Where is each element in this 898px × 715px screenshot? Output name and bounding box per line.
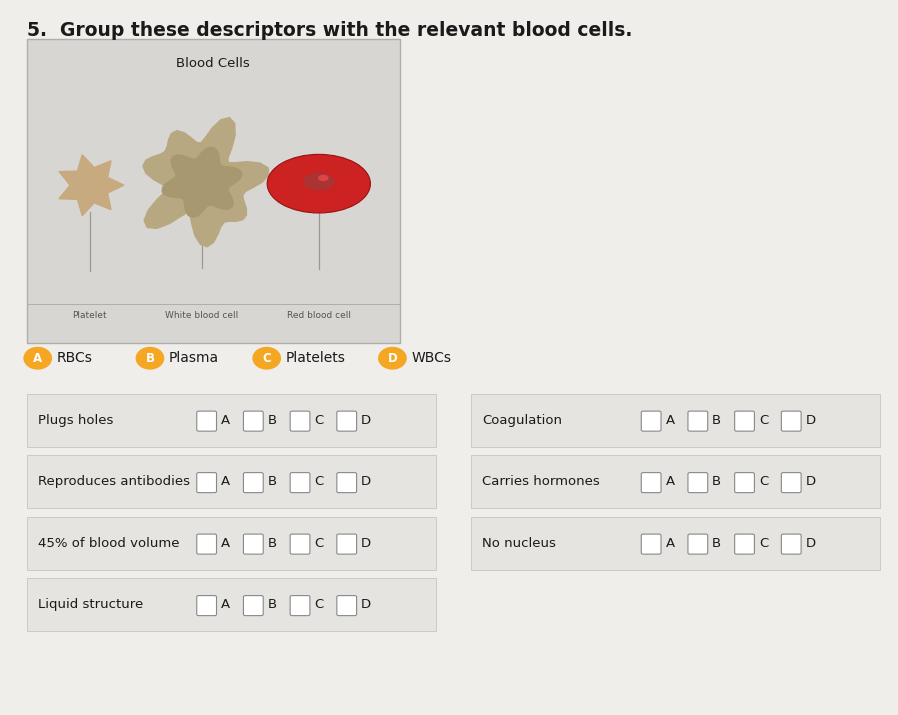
- Text: No nucleus: No nucleus: [482, 537, 556, 550]
- Polygon shape: [59, 154, 124, 216]
- Text: A: A: [33, 352, 42, 365]
- FancyBboxPatch shape: [243, 534, 263, 554]
- Text: B: B: [712, 537, 721, 550]
- Text: 45% of blood volume: 45% of blood volume: [38, 537, 180, 550]
- Text: White blood cell: White blood cell: [165, 311, 239, 320]
- Text: B: B: [268, 475, 277, 488]
- Text: C: C: [759, 414, 768, 427]
- Text: C: C: [314, 414, 323, 427]
- Text: Plasma: Plasma: [169, 351, 219, 365]
- FancyBboxPatch shape: [781, 473, 801, 493]
- Text: B: B: [268, 598, 277, 611]
- Text: A: A: [221, 475, 230, 488]
- FancyBboxPatch shape: [337, 411, 357, 431]
- FancyBboxPatch shape: [688, 473, 708, 493]
- Text: A: A: [221, 598, 230, 611]
- Text: D: D: [806, 475, 815, 488]
- Text: A: A: [665, 475, 674, 488]
- FancyBboxPatch shape: [290, 596, 310, 616]
- FancyBboxPatch shape: [337, 473, 357, 493]
- Text: B: B: [712, 414, 721, 427]
- Text: Carries hormones: Carries hormones: [482, 475, 600, 488]
- Text: C: C: [314, 475, 323, 488]
- Text: A: A: [221, 537, 230, 550]
- Text: D: D: [806, 537, 815, 550]
- FancyBboxPatch shape: [781, 534, 801, 554]
- FancyBboxPatch shape: [471, 517, 880, 570]
- FancyBboxPatch shape: [27, 39, 400, 343]
- Text: B: B: [268, 537, 277, 550]
- FancyBboxPatch shape: [197, 411, 216, 431]
- Ellipse shape: [318, 174, 329, 181]
- Text: Platelets: Platelets: [286, 351, 346, 365]
- FancyBboxPatch shape: [471, 394, 880, 447]
- FancyBboxPatch shape: [735, 534, 754, 554]
- FancyBboxPatch shape: [641, 473, 661, 493]
- FancyBboxPatch shape: [243, 596, 263, 616]
- FancyBboxPatch shape: [337, 596, 357, 616]
- Text: A: A: [221, 414, 230, 427]
- FancyBboxPatch shape: [197, 473, 216, 493]
- Text: D: D: [806, 414, 815, 427]
- FancyBboxPatch shape: [471, 455, 880, 508]
- FancyBboxPatch shape: [781, 411, 801, 431]
- FancyBboxPatch shape: [27, 578, 436, 631]
- Text: D: D: [388, 352, 397, 365]
- Circle shape: [136, 347, 164, 370]
- FancyBboxPatch shape: [197, 534, 216, 554]
- Circle shape: [23, 347, 52, 370]
- FancyBboxPatch shape: [735, 411, 754, 431]
- FancyBboxPatch shape: [290, 473, 310, 493]
- Text: B: B: [145, 352, 154, 365]
- FancyBboxPatch shape: [641, 534, 661, 554]
- FancyBboxPatch shape: [243, 473, 263, 493]
- FancyBboxPatch shape: [290, 411, 310, 431]
- Text: Red blood cell: Red blood cell: [286, 311, 351, 320]
- Text: C: C: [262, 352, 271, 365]
- FancyBboxPatch shape: [27, 394, 436, 447]
- Circle shape: [378, 347, 407, 370]
- Text: WBCs: WBCs: [411, 351, 452, 365]
- Text: Plugs holes: Plugs holes: [38, 414, 113, 427]
- Text: D: D: [361, 475, 371, 488]
- Text: D: D: [361, 414, 371, 427]
- Text: Blood Cells: Blood Cells: [176, 57, 251, 70]
- FancyBboxPatch shape: [290, 534, 310, 554]
- Text: C: C: [314, 598, 323, 611]
- Text: Coagulation: Coagulation: [482, 414, 562, 427]
- Polygon shape: [163, 147, 242, 217]
- Text: D: D: [361, 598, 371, 611]
- Circle shape: [252, 347, 281, 370]
- Text: Reproduces antibodies: Reproduces antibodies: [38, 475, 189, 488]
- Polygon shape: [143, 117, 269, 247]
- FancyBboxPatch shape: [197, 596, 216, 616]
- Text: 5.  Group these descriptors with the relevant blood cells.: 5. Group these descriptors with the rele…: [27, 21, 632, 41]
- Text: C: C: [759, 475, 768, 488]
- FancyBboxPatch shape: [243, 411, 263, 431]
- Text: RBCs: RBCs: [57, 351, 92, 365]
- FancyBboxPatch shape: [27, 517, 436, 570]
- Text: C: C: [759, 537, 768, 550]
- Text: A: A: [665, 414, 674, 427]
- Text: Platelet: Platelet: [73, 311, 107, 320]
- Text: Liquid structure: Liquid structure: [38, 598, 143, 611]
- FancyBboxPatch shape: [735, 473, 754, 493]
- FancyBboxPatch shape: [688, 411, 708, 431]
- FancyBboxPatch shape: [641, 411, 661, 431]
- FancyBboxPatch shape: [688, 534, 708, 554]
- Ellipse shape: [303, 172, 334, 190]
- Ellipse shape: [267, 154, 370, 213]
- FancyBboxPatch shape: [337, 534, 357, 554]
- Text: A: A: [665, 537, 674, 550]
- FancyBboxPatch shape: [27, 455, 436, 508]
- Text: C: C: [314, 537, 323, 550]
- Text: B: B: [712, 475, 721, 488]
- Text: D: D: [361, 537, 371, 550]
- Text: B: B: [268, 414, 277, 427]
